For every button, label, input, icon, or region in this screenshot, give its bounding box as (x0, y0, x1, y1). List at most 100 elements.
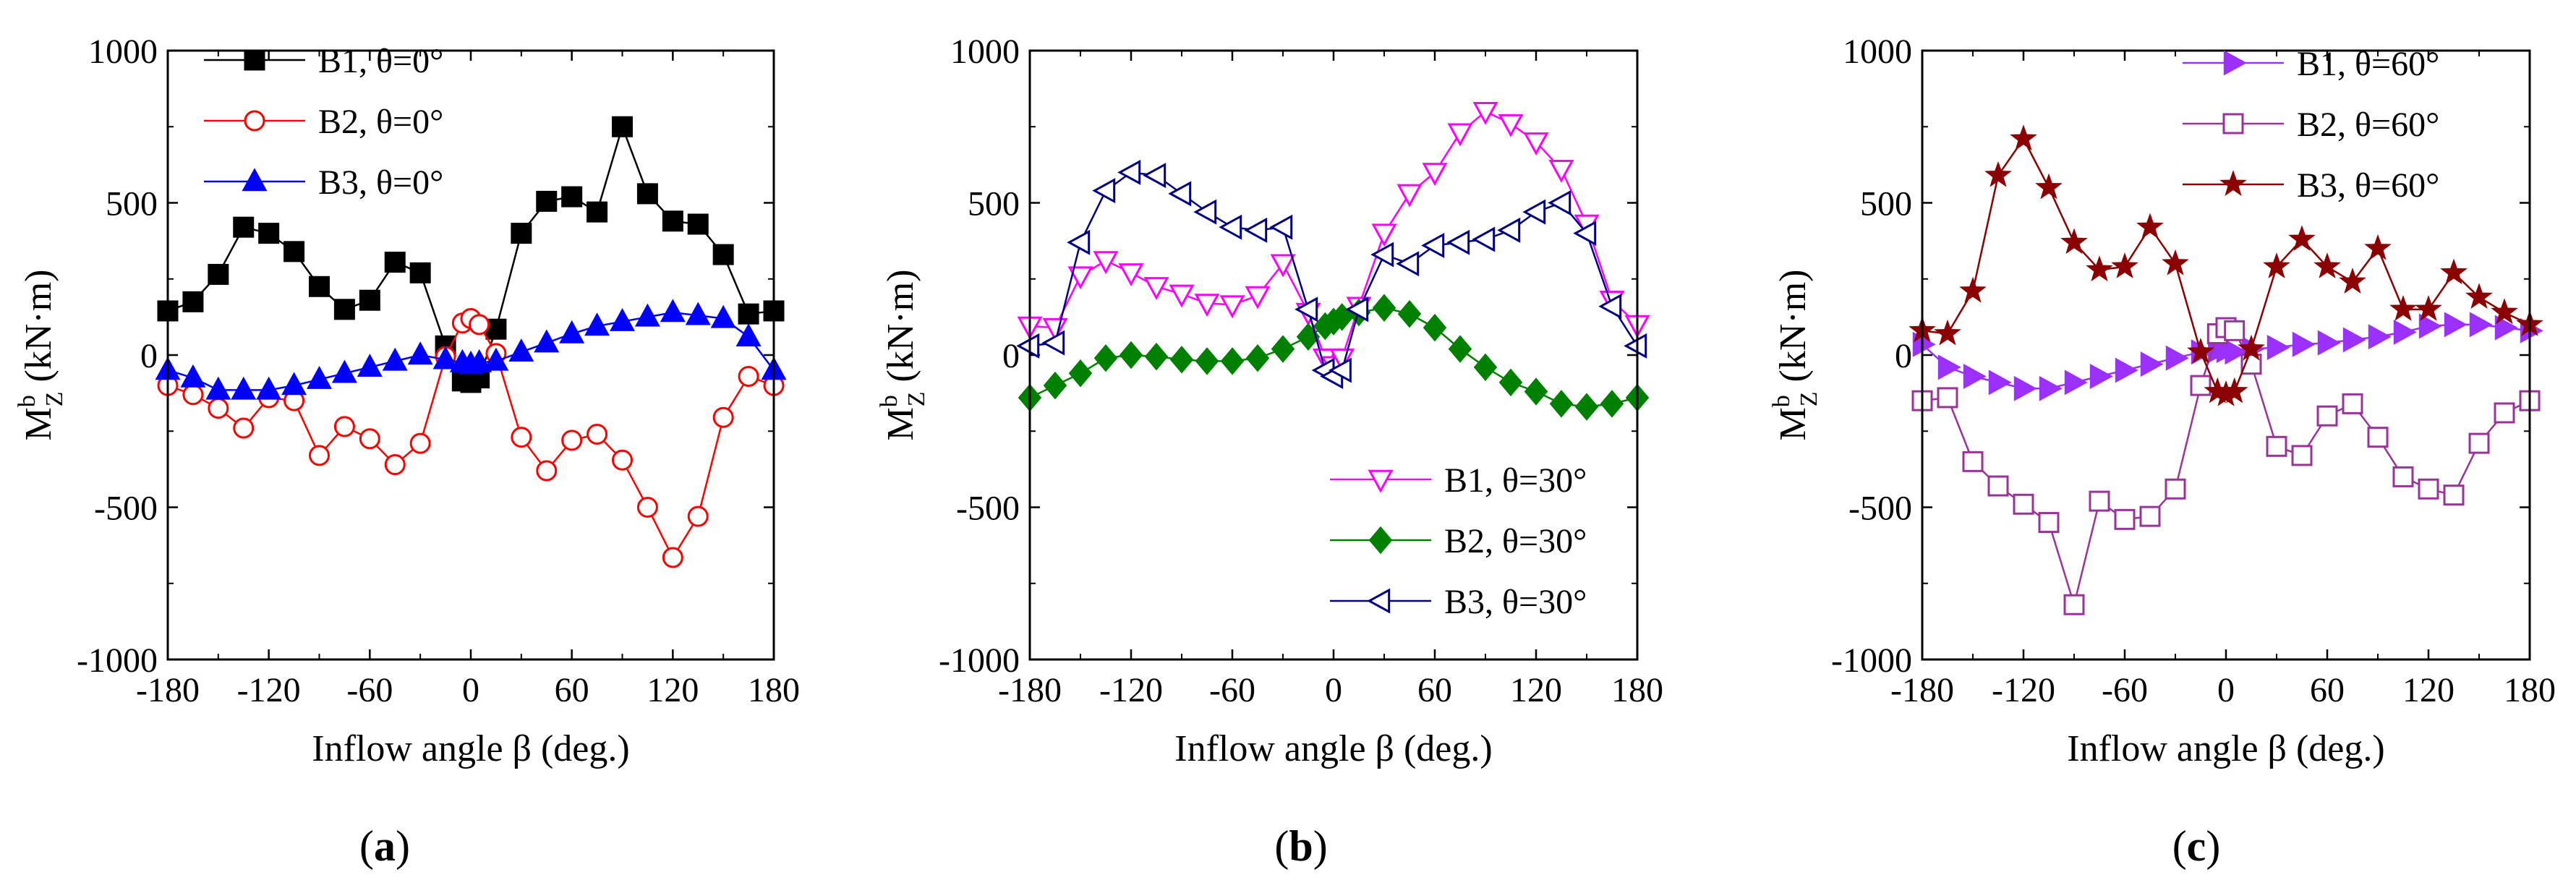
data-point (1524, 377, 1548, 406)
data-point (2010, 124, 2037, 151)
x-tick-label: 120 (2402, 671, 2455, 709)
data-point (1472, 226, 1496, 252)
legend-label: B1, θ=30° (1444, 461, 1587, 500)
x-tick-label: 180 (2504, 671, 2556, 709)
data-point (1396, 251, 1420, 277)
panel-label-close: ) (1313, 822, 1328, 870)
data-point (2190, 375, 2212, 396)
data-point (205, 376, 231, 400)
x-axis-title: Inflow angle β (deg.) (312, 728, 629, 769)
chart-panel-b: -180 -120 -60 0 60 120 180 -1000 -500 0 500 1000 Inf… (876, 33, 1663, 870)
data-point (511, 223, 532, 244)
data-point (1119, 341, 1143, 370)
data-point (662, 547, 683, 568)
data-point (2418, 478, 2439, 500)
data-point (2465, 283, 2493, 309)
x-tick-label: 180 (748, 671, 800, 709)
data-point (2086, 255, 2113, 282)
series-2 (1911, 317, 2541, 615)
x-axis-title: Inflow angle β (deg.) (2067, 728, 2384, 769)
data-point (2165, 478, 2186, 500)
data-point (1117, 159, 1141, 185)
data-point (1548, 159, 1574, 183)
plot-frame (166, 49, 775, 661)
legend-marker (2219, 170, 2247, 197)
legend-label: B3, θ=30° (1444, 583, 1587, 621)
data-point (258, 223, 280, 244)
data-point (2342, 327, 2366, 353)
data-point (208, 263, 229, 285)
data-point (384, 454, 406, 476)
data-point (2060, 228, 2088, 255)
data-point (1422, 163, 1448, 187)
data-point (281, 372, 307, 396)
data-point (2317, 330, 2341, 356)
x-tick-label: -180 (998, 671, 1062, 709)
data-point (636, 497, 658, 518)
legend-marker (1368, 526, 1393, 555)
chart-panel-a: -180 -120 -60 0 60 120 180 -1000 -500 0 500 1000 Inf… (14, 33, 800, 870)
y-tick-label: -500 (1848, 490, 1912, 528)
data-point (1397, 299, 1422, 328)
y-axis-title-sup: b (14, 395, 40, 407)
legend-label: B3, θ=0° (318, 163, 443, 202)
data-point (333, 299, 355, 320)
x-tick-label: 0 (1325, 671, 1342, 709)
data-point (2491, 298, 2518, 325)
data-point (612, 116, 633, 137)
data-point (1598, 294, 1622, 320)
data-point (1244, 217, 1268, 243)
data-point (2064, 370, 2088, 396)
data-point (1329, 349, 1355, 372)
data-point (307, 365, 332, 389)
data-point (2162, 249, 2189, 276)
y-axis-title: MbZ (kN·m) (14, 270, 68, 441)
y-axis-title-unit: (kN·m) (1773, 270, 1814, 392)
data-point (1219, 295, 1245, 319)
data-point (180, 364, 206, 388)
data-point (587, 423, 608, 445)
data-point (1549, 390, 1574, 418)
data-point (2342, 393, 2363, 414)
data-point (1144, 342, 1169, 371)
data-point (2418, 313, 2442, 339)
x-tick-label: 60 (555, 671, 589, 709)
data-point (2111, 252, 2138, 278)
data-point (1168, 181, 1192, 207)
data-point (2440, 258, 2468, 285)
data-point (231, 376, 257, 400)
data-point (466, 349, 492, 372)
data-point (1370, 242, 1394, 268)
x-tick-label: -60 (2102, 671, 2148, 709)
x-tick-label: -60 (1209, 671, 1255, 709)
data-point (634, 303, 660, 327)
data-point (1937, 387, 1958, 409)
legend-label: B1, θ=60° (2297, 45, 2439, 83)
data-point (2415, 295, 2442, 321)
data-point (1270, 254, 1296, 278)
data-point (1068, 359, 1093, 388)
y-tick-label: 500 (106, 185, 158, 223)
data-point (382, 347, 408, 371)
series-3 (155, 299, 787, 400)
data-point (1220, 347, 1245, 375)
series-1 (157, 116, 785, 393)
data-point (1522, 199, 1546, 225)
y-tick-label: 1000 (950, 33, 1020, 71)
panel-label-open: ( (1274, 822, 1289, 870)
data-point (1497, 217, 1521, 243)
data-point (331, 359, 357, 383)
data-point (1548, 190, 1571, 215)
data-point (1959, 276, 1987, 303)
data-point (2136, 213, 2164, 239)
data-point (1295, 296, 1318, 323)
data-point (1963, 363, 1987, 389)
data-point (2263, 252, 2290, 278)
data-point (1498, 114, 1524, 137)
y-axis-title-sup: b (1768, 395, 1795, 407)
x-tick-label: 60 (2310, 671, 2345, 709)
legend: B1, θ=0° B2, θ=0° B3, θ=0° (204, 42, 443, 202)
data-point (738, 365, 759, 387)
data-point (2444, 312, 2468, 338)
data-point (2165, 345, 2189, 371)
